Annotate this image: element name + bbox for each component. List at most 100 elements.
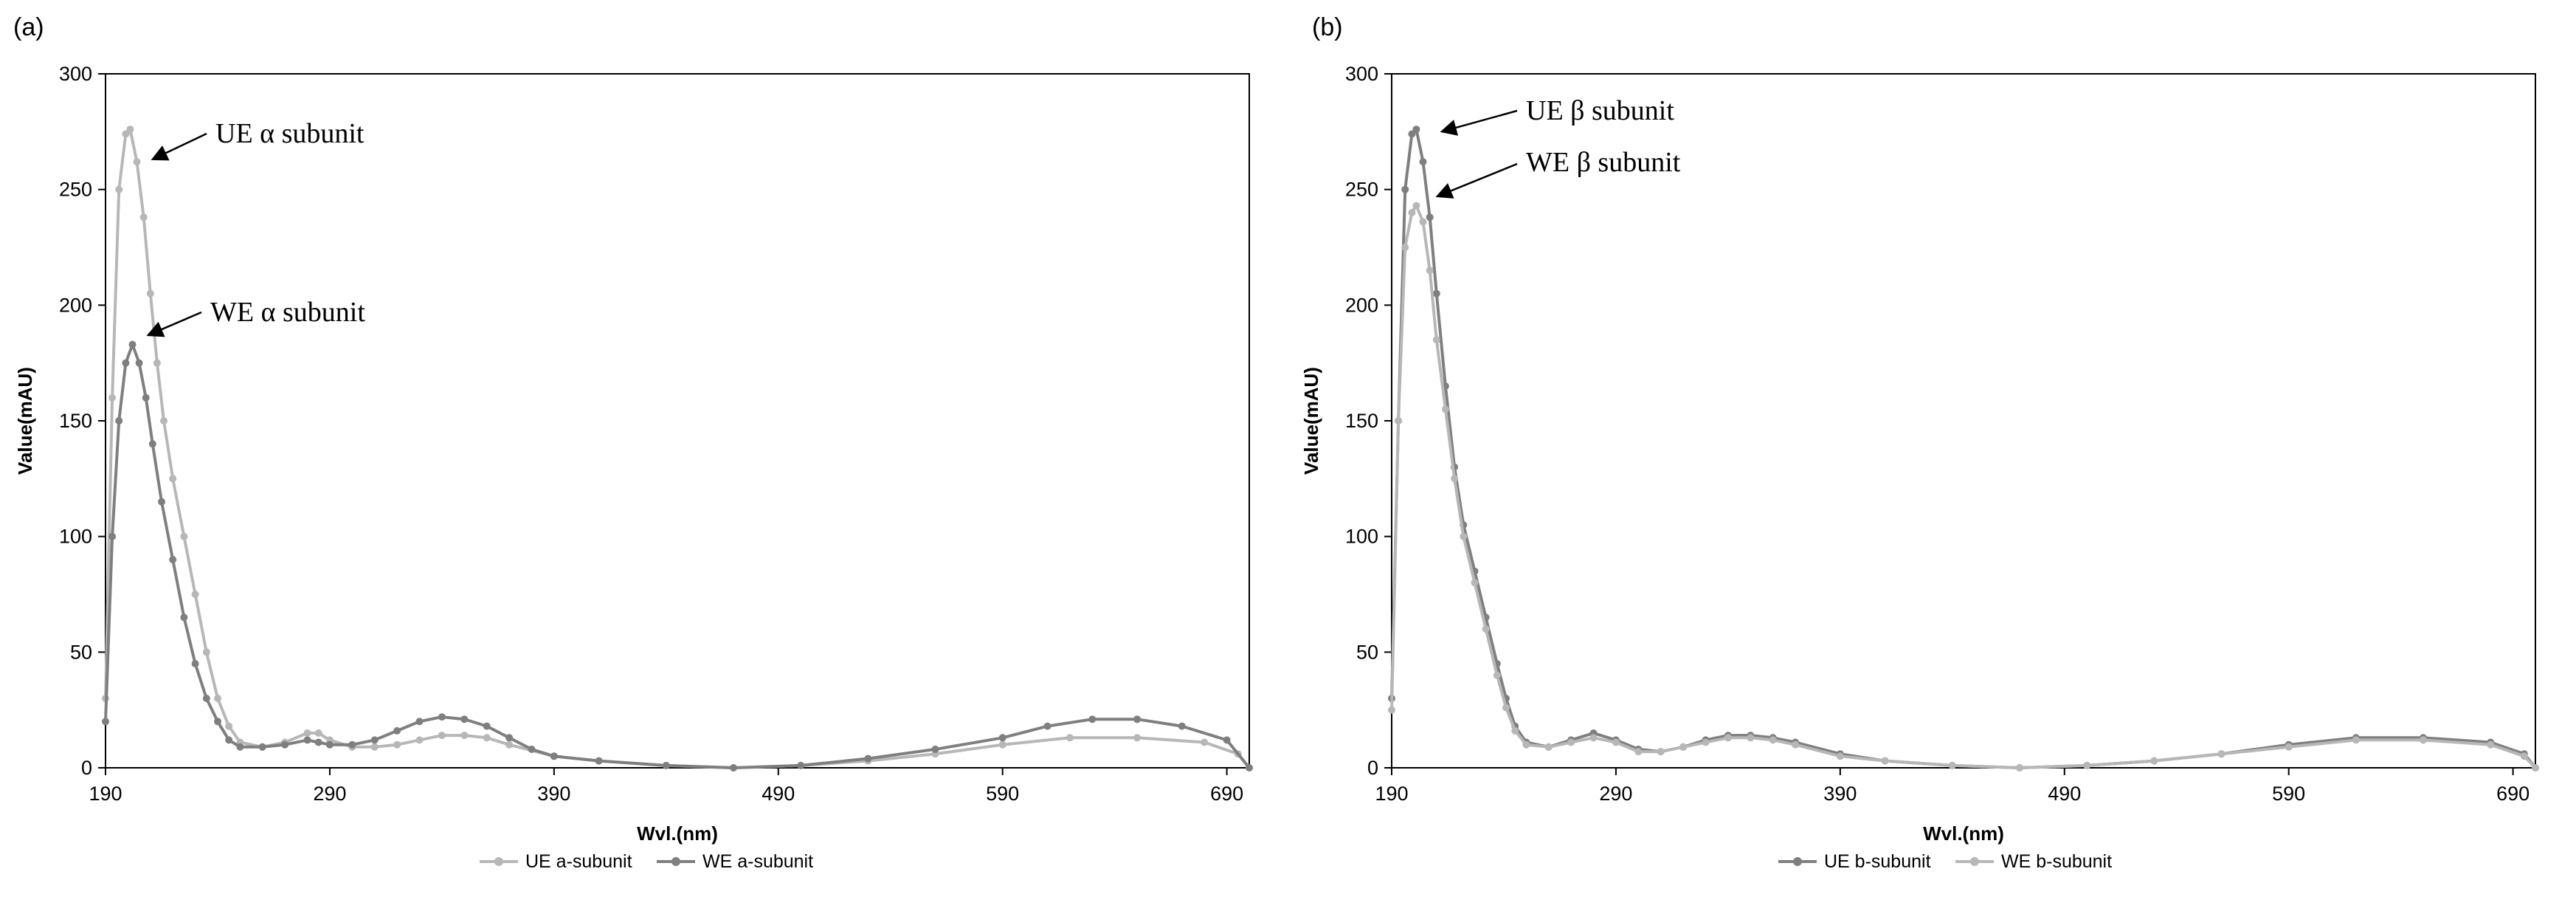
plot-area	[105, 73, 1250, 769]
legend-swatch-marker	[1970, 857, 1979, 866]
data-point	[1088, 715, 1097, 724]
data-point	[1133, 734, 1141, 742]
data-point	[214, 718, 221, 726]
data-point	[2217, 750, 2225, 758]
y-tick-label: 100	[59, 526, 92, 548]
data-point	[142, 393, 150, 402]
data-point	[1432, 289, 1440, 298]
data-point	[225, 736, 233, 744]
data-point	[1223, 736, 1231, 744]
data-point	[730, 764, 737, 771]
y-tick-label: 250	[59, 179, 92, 201]
data-point	[115, 417, 123, 425]
data-point	[108, 393, 117, 402]
data-point	[169, 556, 177, 563]
data-point	[1408, 209, 1416, 216]
data-point	[2150, 757, 2158, 765]
data-point	[1401, 244, 1409, 251]
data-point	[1441, 405, 1449, 413]
data-point	[1948, 761, 1956, 769]
data-point	[115, 185, 123, 193]
data-point	[460, 732, 469, 740]
data-point	[1493, 671, 1501, 679]
x-tick-label: 190	[89, 783, 122, 805]
annotations: UE α subunit WE α subunit	[146, 118, 365, 337]
legend-item: UE a-subunit	[480, 851, 632, 872]
data-point	[1432, 336, 1440, 344]
y-axis-ticks: 0 50 100 150 200 250 300	[1345, 63, 1392, 779]
x-axis-ticks: 190 290 390 490 590 690	[89, 768, 1243, 805]
data-point	[370, 743, 379, 751]
data-point	[314, 738, 322, 746]
plot-area	[1391, 73, 2536, 769]
data-point	[1836, 752, 1844, 760]
data-point	[1401, 185, 1409, 193]
data-point	[2487, 740, 2495, 749]
data-point	[1544, 743, 1553, 751]
data-point	[1612, 738, 1620, 746]
data-point	[1657, 748, 1665, 756]
data-point	[1066, 734, 1074, 742]
data-point	[393, 740, 401, 749]
series-line	[104, 343, 1251, 769]
data-point	[126, 126, 134, 134]
data-point	[528, 745, 536, 753]
data-point	[202, 695, 210, 702]
data-point	[1792, 740, 1800, 749]
data-point	[191, 591, 199, 598]
y-axis-label: Value(mAU)	[1300, 367, 1322, 475]
data-point	[1419, 158, 1427, 166]
data-point	[2016, 764, 2023, 771]
y-tick-label: 0	[1367, 757, 1378, 779]
data-point	[438, 732, 446, 740]
annotation-arrow	[146, 311, 202, 337]
data-point	[2352, 736, 2360, 744]
data-point	[797, 761, 805, 769]
legend-swatch-marker	[1793, 857, 1802, 866]
series-layer	[102, 126, 1253, 771]
data-point	[214, 695, 221, 702]
data-point	[1460, 532, 1468, 540]
data-point	[662, 761, 670, 769]
x-tick-label: 390	[1823, 783, 1857, 805]
series-we-b-subunit	[1388, 202, 2539, 771]
data-point	[348, 740, 356, 749]
data-point	[146, 289, 154, 298]
data-point	[1388, 706, 1395, 714]
chart-panel-b: (b) 0 50 100 150 200 250 300 190 290 390 490 590 69…	[1300, 13, 2539, 872]
y-tick-label: 50	[1356, 641, 1378, 663]
data-point	[191, 660, 199, 667]
x-axis-label: Wvl.(nm)	[637, 822, 718, 845]
data-point	[169, 475, 177, 483]
data-point	[1408, 130, 1416, 138]
data-point	[108, 532, 117, 540]
panel-label: (b)	[1312, 13, 1343, 41]
data-point	[393, 726, 401, 735]
data-point	[1395, 417, 1403, 425]
y-axis-ticks: 0 50 100 150 200 250 300	[59, 63, 106, 779]
data-point	[1426, 267, 1434, 275]
series-ue-b-subunit	[1388, 126, 2539, 771]
x-axis-ticks: 190 290 390 490 590 690	[1375, 768, 2530, 805]
x-tick-label: 390	[537, 783, 570, 805]
series-we-a-subunit	[102, 340, 1253, 771]
data-point	[505, 740, 514, 749]
x-tick-label: 290	[313, 783, 346, 805]
data-point	[1178, 722, 1186, 730]
legend: UE a-subunit WE a-subunit	[480, 851, 813, 872]
data-point	[550, 752, 558, 760]
data-point	[1881, 757, 1889, 765]
x-axis-label: Wvl.(nm)	[1923, 822, 2004, 845]
data-point	[1419, 218, 1427, 226]
annotation-label: UE α subunit	[215, 118, 365, 149]
y-tick-label: 300	[59, 63, 92, 85]
data-point	[2285, 743, 2293, 751]
data-point	[225, 722, 233, 730]
y-tick-label: 50	[70, 641, 92, 663]
data-point	[2532, 764, 2539, 771]
data-point	[303, 736, 311, 744]
data-point	[415, 736, 424, 744]
data-point	[258, 743, 266, 751]
series-ue-a-subunit	[102, 126, 1253, 771]
legend: UE b-subunit WE b-subunit	[1778, 851, 2112, 872]
